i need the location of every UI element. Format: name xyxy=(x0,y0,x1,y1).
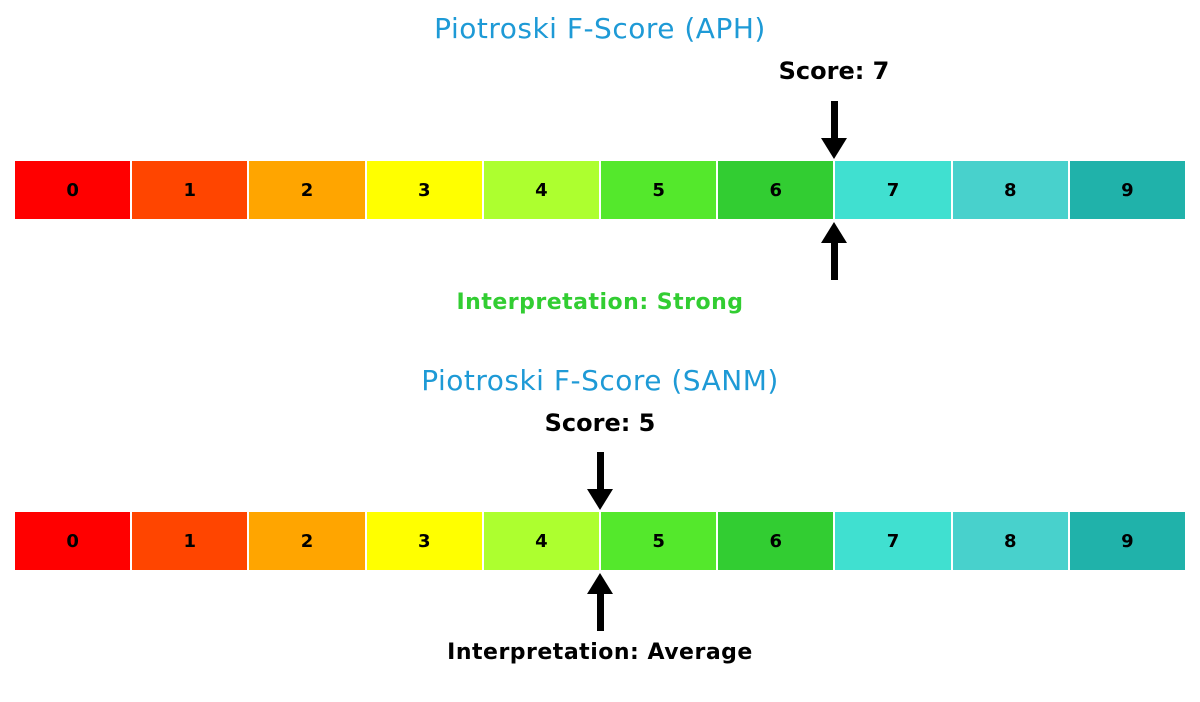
arrow-head xyxy=(821,222,847,243)
chart-title-aph: Piotroski F-Score (APH) xyxy=(434,12,766,45)
scale-cell-3: 3 xyxy=(366,161,482,219)
scale-cell-4: 4 xyxy=(483,512,600,570)
interpretation-label-sanm: Interpretation: Average xyxy=(447,640,753,665)
score-arrow-up-icon xyxy=(587,573,613,631)
scale-cell-3: 3 xyxy=(366,512,482,570)
interpretation-label-aph: Interpretation: Strong xyxy=(456,290,744,315)
arrow-shaft xyxy=(596,452,604,489)
arrow-head xyxy=(587,573,613,594)
scale-cell-1: 1 xyxy=(132,512,248,570)
score-label-sanm: Score: 5 xyxy=(544,409,656,437)
scale-cell-6: 6 xyxy=(718,512,834,570)
scale-cell-9: 9 xyxy=(1069,512,1186,570)
scale-cell-2: 2 xyxy=(249,161,365,219)
scale-cell-2: 2 xyxy=(249,512,365,570)
scale-cell-9: 9 xyxy=(1069,161,1186,219)
scale-cell-8: 8 xyxy=(952,512,1068,570)
arrow-shaft xyxy=(830,101,838,138)
arrow-shaft xyxy=(596,594,604,631)
score-arrow-down-icon xyxy=(587,452,613,510)
scale-cell-5: 5 xyxy=(601,512,717,570)
scale-cell-6: 6 xyxy=(718,161,834,219)
score-arrow-down-icon xyxy=(821,101,847,159)
scale-cell-5: 5 xyxy=(601,161,717,219)
arrow-head xyxy=(821,138,847,159)
arrow-shaft xyxy=(830,243,838,280)
score-arrow-up-icon xyxy=(821,222,847,280)
chart-title-sanm: Piotroski F-Score (SANM) xyxy=(421,364,779,397)
scale-cell-8: 8 xyxy=(952,161,1068,219)
scale-cell-7: 7 xyxy=(835,512,951,570)
scale-cell-4: 4 xyxy=(483,161,600,219)
scale-cell-0: 0 xyxy=(15,512,131,570)
scale-cell-7: 7 xyxy=(835,161,951,219)
arrow-head xyxy=(587,489,613,510)
scale-cell-1: 1 xyxy=(132,161,248,219)
score-label-aph: Score: 7 xyxy=(778,57,890,85)
scale-cell-0: 0 xyxy=(15,161,131,219)
